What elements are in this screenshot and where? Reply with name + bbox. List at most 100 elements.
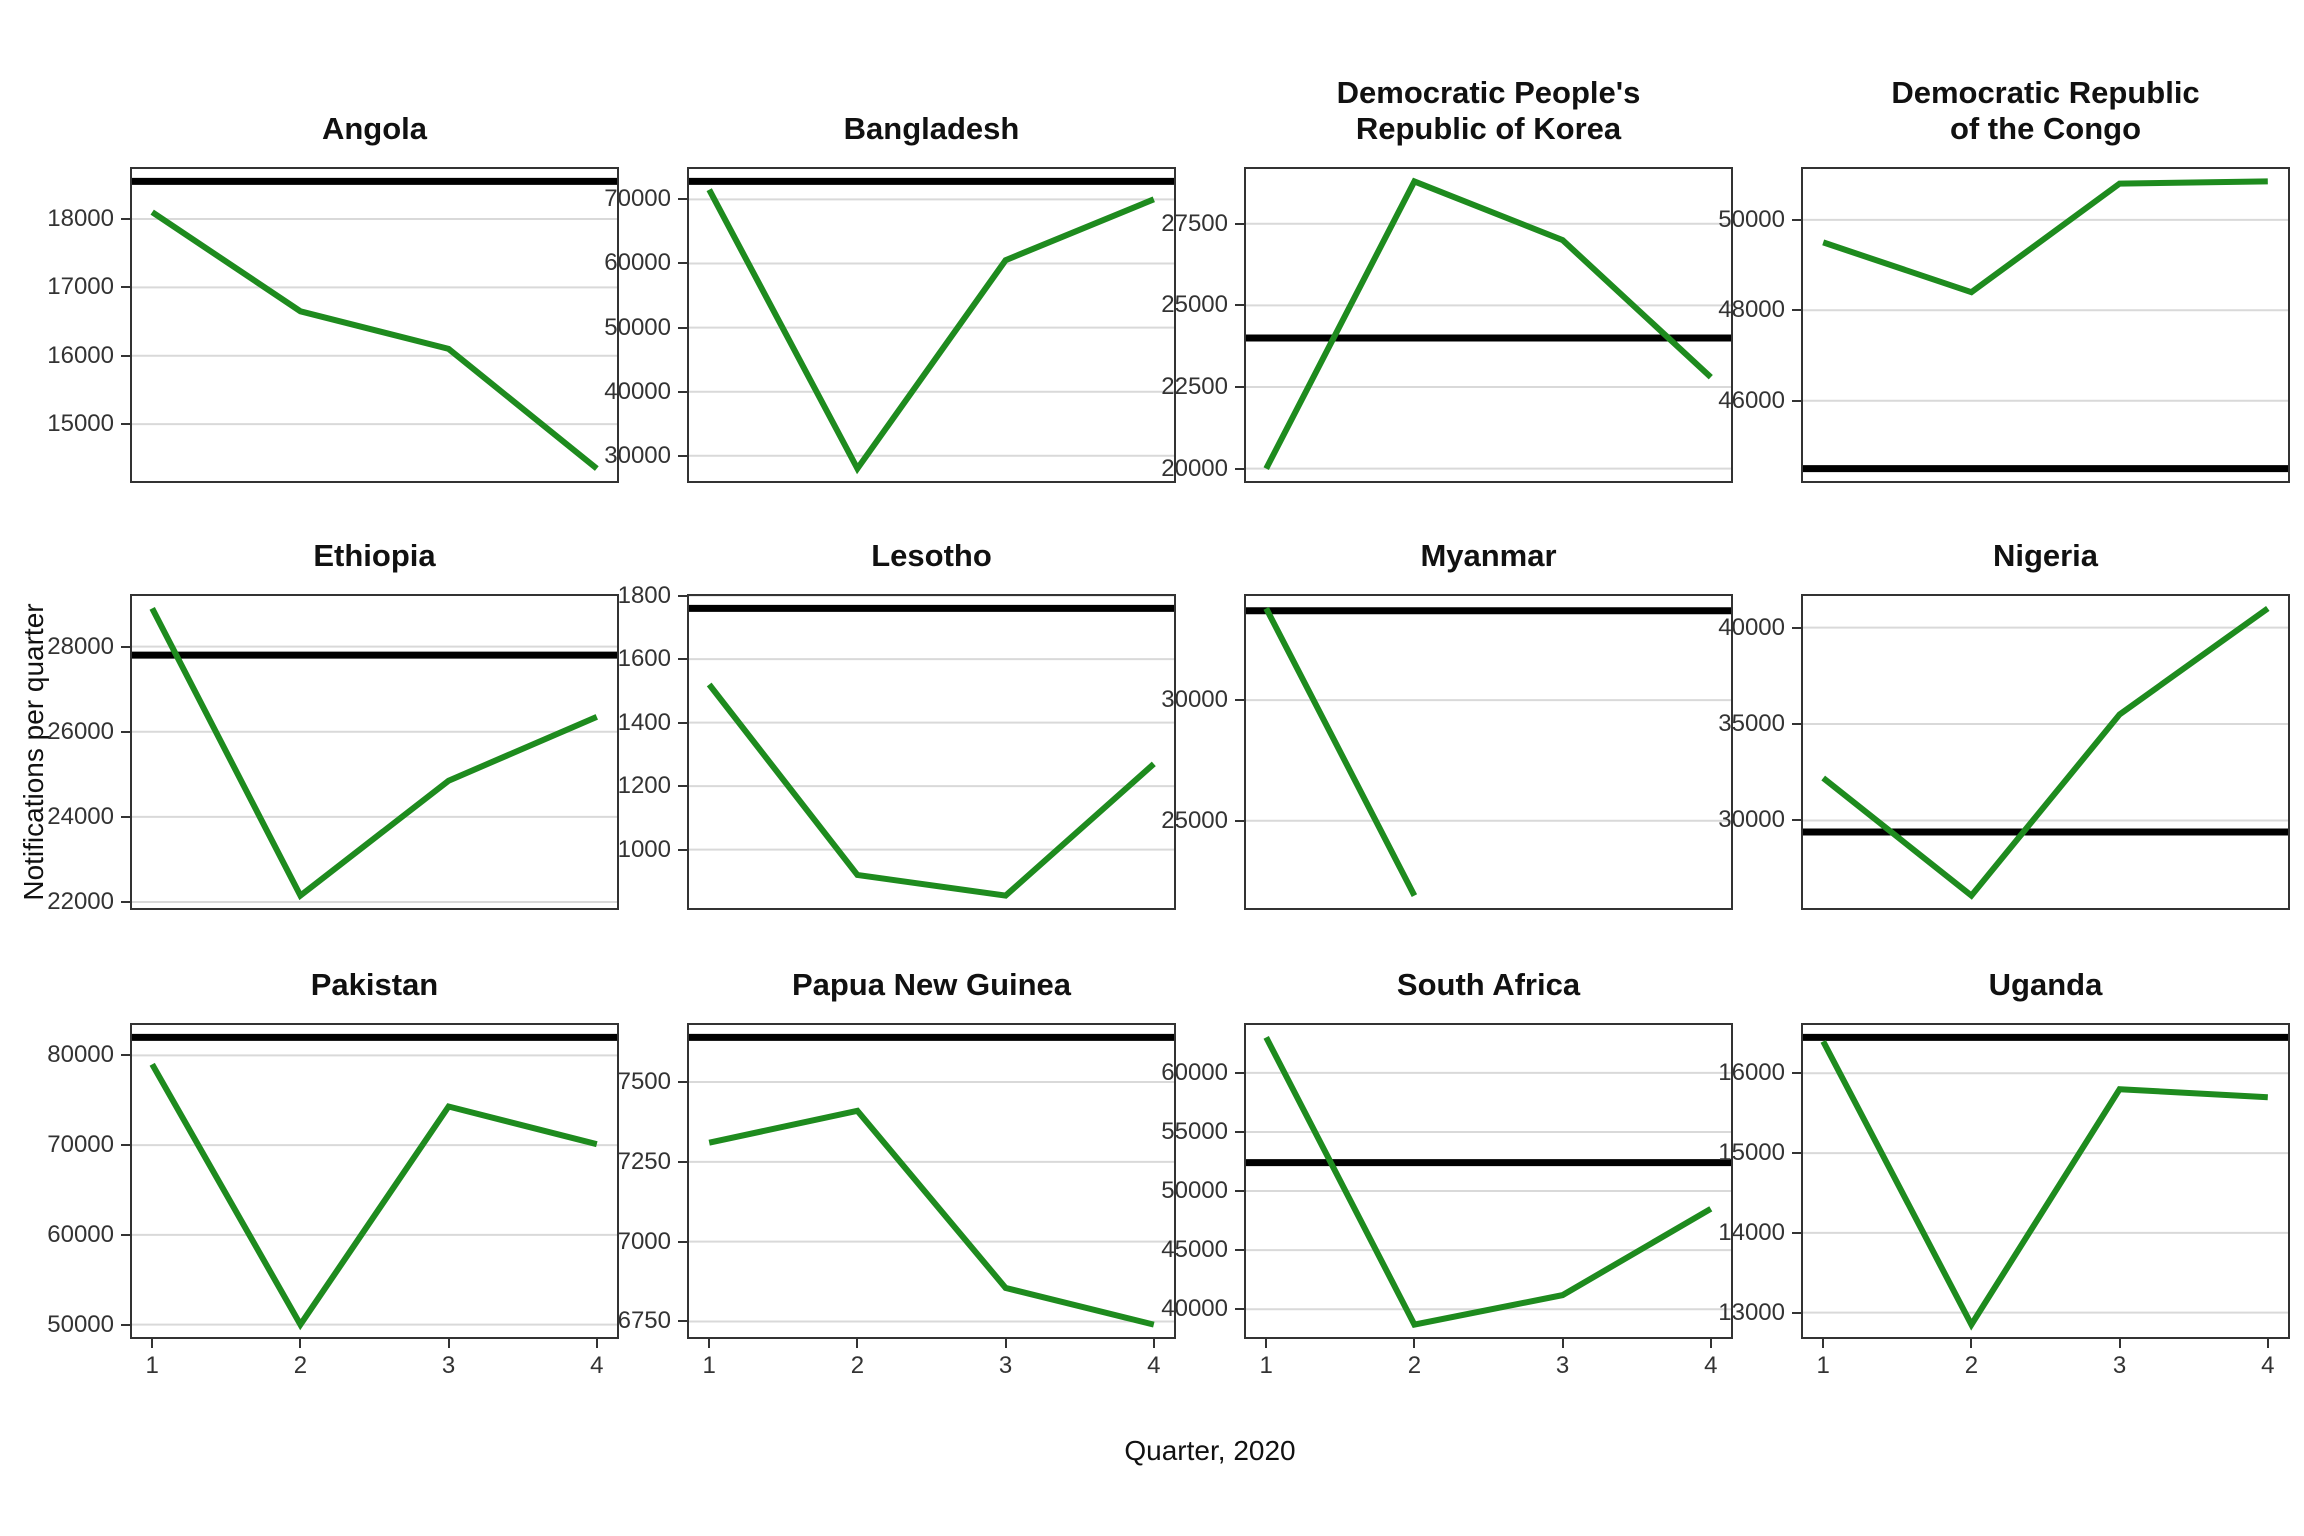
y-tick-mark (121, 286, 130, 289)
x-tick-mark (595, 1339, 598, 1348)
x-tick-mark (447, 1339, 450, 1348)
facet-title: Ethiopia (313, 538, 436, 573)
y-tick-label: 22500 (1161, 373, 1228, 401)
panel-background (1244, 1023, 1733, 1339)
y-tick-mark (1235, 1190, 1244, 1193)
y-tick-label: 50000 (604, 313, 671, 341)
x-tick-label: 2 (850, 1352, 865, 1379)
panel-border (130, 1023, 619, 1339)
panel-background (1801, 167, 2290, 483)
facet-title: Nigeria (1992, 538, 2099, 573)
trend-line (1263, 607, 1418, 897)
y-tick-mark (121, 645, 130, 648)
facet-title: Pakistan (310, 967, 439, 1002)
x-tick-mark (1265, 1339, 1268, 1348)
x-tick-label: 4 (2261, 1352, 2275, 1379)
y-tick-label: 14000 (1718, 1218, 1785, 1246)
x-tick-mark (1004, 1339, 1007, 1348)
y-tick-label: 50000 (1161, 1177, 1228, 1205)
y-tick-label: 46000 (1718, 386, 1785, 414)
y-tick-label: 18000 (47, 204, 114, 232)
trend-line (1820, 1040, 2268, 1331)
y-tick-label: 30000 (604, 441, 671, 469)
x-tick-mark (1413, 1339, 1416, 1348)
y-tick-mark (678, 1160, 687, 1163)
y-tick-label: 48000 (1718, 296, 1785, 324)
y-tick-label: 7500 (617, 1068, 671, 1096)
y-tick-mark (1235, 222, 1244, 225)
y-tick-mark (1792, 723, 1801, 726)
y-tick-mark (678, 454, 687, 457)
y-tick-label: 7000 (617, 1227, 671, 1255)
panel-border (130, 594, 619, 910)
x-axis-label: Quarter, 2020 (1124, 1435, 1296, 1466)
y-tick-mark (1235, 386, 1244, 389)
line-chart-panel (687, 1023, 1176, 1339)
y-tick-mark (1235, 467, 1244, 470)
y-tick-mark (1792, 1152, 1801, 1155)
line-chart-panel (1244, 167, 1733, 483)
y-tick-mark (1792, 1311, 1801, 1314)
x-tick-mark (1822, 1339, 1825, 1348)
panel-background (1801, 1023, 2290, 1339)
y-tick-label: 45000 (1161, 1236, 1228, 1264)
y-tick-label: 27500 (1161, 209, 1228, 237)
y-tick-label: 35000 (1718, 710, 1785, 738)
line-chart-panel (1801, 1023, 2290, 1339)
x-tick-mark (2266, 1339, 2269, 1348)
y-tick-label: 30000 (1718, 806, 1785, 834)
panel-border (687, 594, 1176, 910)
y-tick-mark (1235, 699, 1244, 702)
y-tick-mark (121, 1323, 130, 1326)
x-tick-mark (299, 1339, 302, 1348)
facet-title: Uganda (1988, 967, 2103, 1002)
y-tick-label: 24000 (47, 802, 114, 830)
panel-background (1244, 167, 1733, 483)
line-chart-panel (130, 1023, 619, 1339)
panel-border (130, 167, 619, 483)
y-tick-label: 25000 (1161, 806, 1228, 834)
x-tick-mark (708, 1339, 711, 1348)
y-tick-label: 1800 (617, 581, 671, 609)
facet-title: South Africa (1396, 967, 1581, 1002)
y-tick-mark (678, 785, 687, 788)
y-tick-mark (1792, 819, 1801, 822)
facet-title: Myanmar (1420, 538, 1557, 573)
y-tick-mark (1235, 1071, 1244, 1074)
y-tick-label: 40000 (604, 377, 671, 405)
trend-line (706, 682, 1156, 899)
panel-border (1244, 1023, 1733, 1339)
panel-background (130, 594, 619, 910)
x-tick-mark (2118, 1339, 2121, 1348)
y-tick-label: 1600 (617, 645, 671, 673)
y-tick-mark (121, 901, 130, 904)
x-tick-mark (1709, 1339, 1712, 1348)
y-tick-mark (1235, 1308, 1244, 1311)
facet-title: Democratic People's Republic of Korea (1336, 75, 1641, 146)
x-tick-mark (1152, 1339, 1155, 1348)
x-tick-label: 1 (145, 1352, 159, 1379)
y-tick-mark (1235, 304, 1244, 307)
x-tick-label: 2 (293, 1352, 308, 1379)
y-tick-label: 60000 (604, 249, 671, 277)
line-chart-panel (130, 167, 619, 483)
x-tick-mark (856, 1339, 859, 1348)
panel-background (687, 167, 1176, 483)
y-tick-label: 70000 (604, 185, 671, 213)
y-tick-mark (1235, 819, 1244, 822)
y-tick-mark (121, 1233, 130, 1236)
y-tick-mark (678, 198, 687, 201)
y-tick-mark (121, 423, 130, 426)
y-tick-label: 6750 (617, 1307, 671, 1335)
panel-background (687, 1023, 1176, 1339)
x-tick-label: 3 (2112, 1352, 2127, 1379)
y-tick-label: 60000 (47, 1220, 114, 1248)
panel-background (1244, 594, 1733, 910)
y-tick-label: 1200 (617, 772, 671, 800)
x-tick-label: 1 (1259, 1352, 1273, 1379)
x-tick-mark (1970, 1339, 1973, 1348)
y-tick-label: 16000 (1718, 1059, 1785, 1087)
line-chart-panel (1244, 1023, 1733, 1339)
line-chart-panel (130, 594, 619, 910)
